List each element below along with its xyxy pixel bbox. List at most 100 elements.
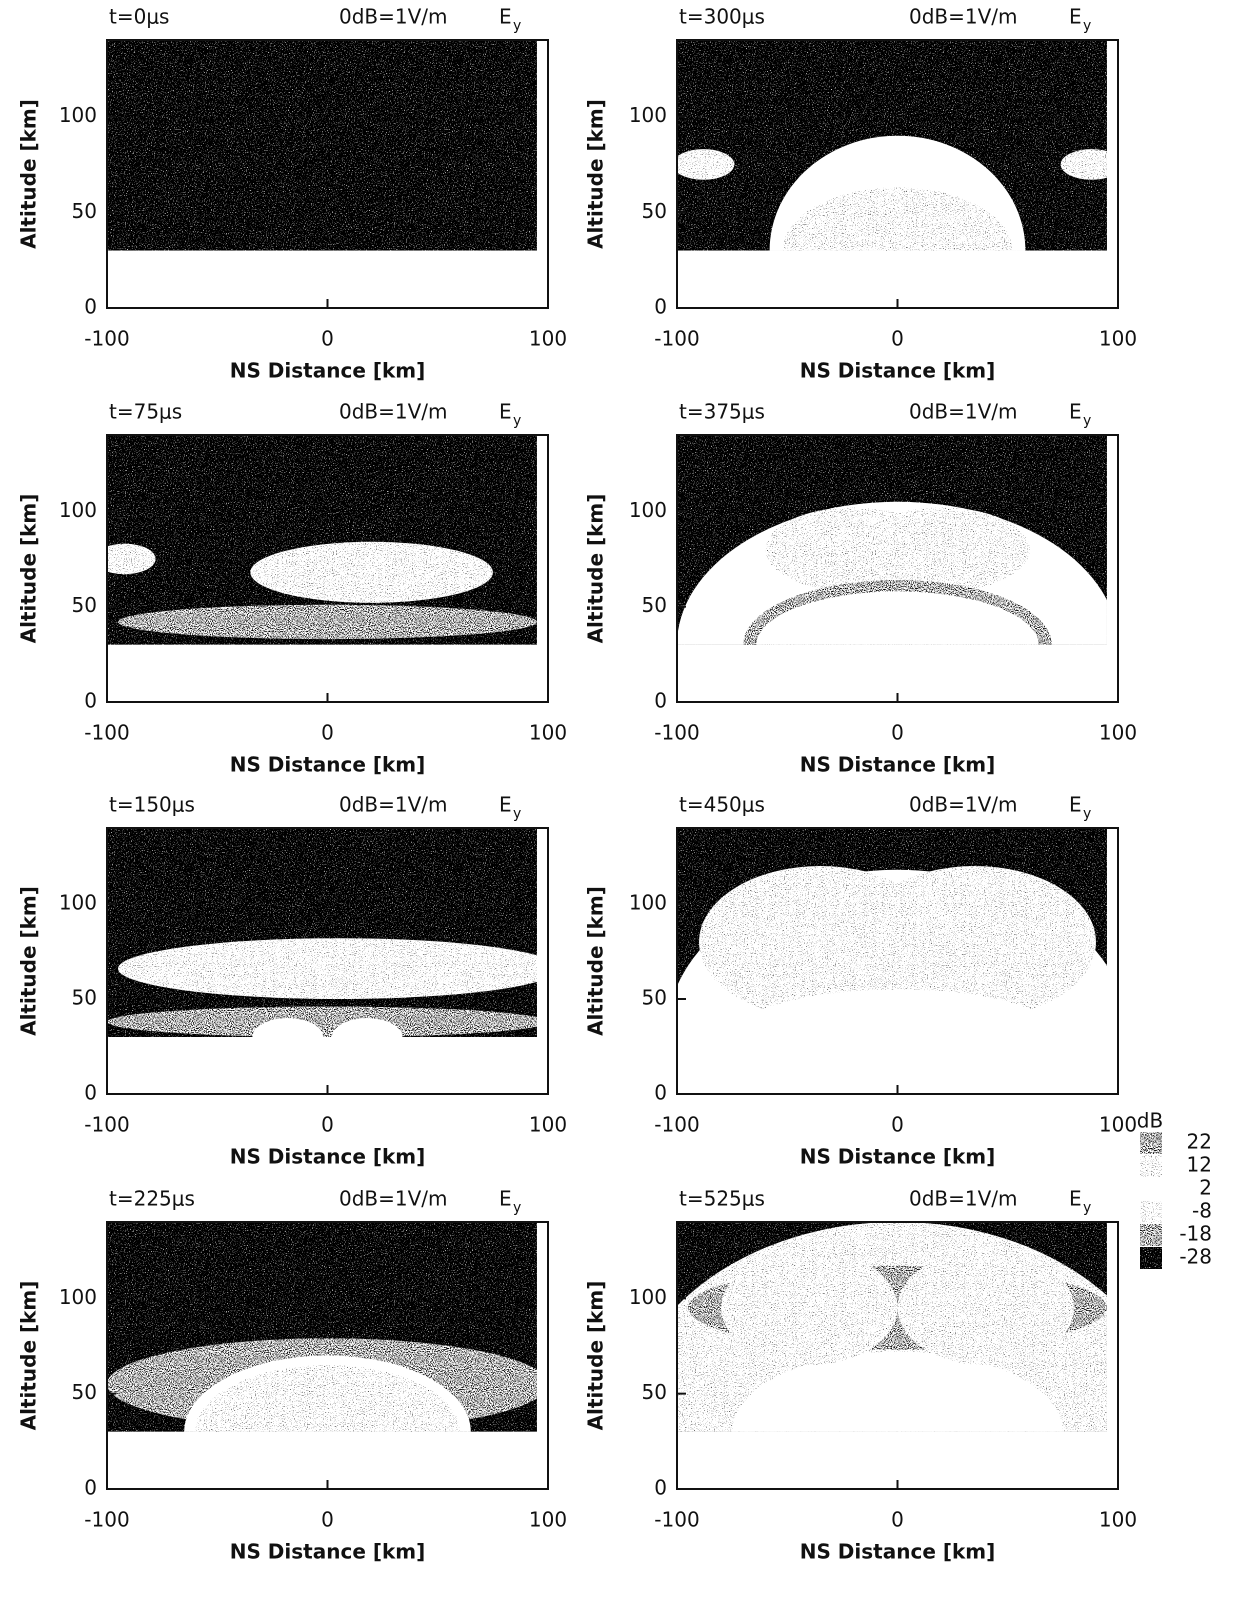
field-name: E [499,793,512,817]
x-axis-label: NS Distance [km] [230,359,426,383]
y-tick-label: 50 [642,199,667,223]
y-tick-label: 0 [84,689,97,713]
y-tick-label: 100 [59,1285,97,1309]
colorbar-swatch [1140,1224,1162,1246]
y-tick-label: 0 [654,1081,667,1105]
x-axis-label: NS Distance [km] [800,359,996,383]
y-tick-label: 100 [629,891,667,915]
colorbar-swatch [1140,1247,1162,1269]
y-tick-label: 50 [72,199,97,223]
y-tick-label: 100 [59,498,97,522]
x-tick-label: 0 [891,1113,904,1137]
x-tick-label: 0 [321,721,334,745]
field-subscript: y [513,1200,521,1216]
colorbar-tick-label: 2 [1199,1176,1212,1200]
panel-title: t=75μs [109,400,182,424]
x-tick-label: -100 [84,721,129,745]
field-feature [783,187,1012,313]
panel-title: t=375μs [679,400,765,424]
field [107,40,537,251]
panel-title: t=150μs [109,793,195,817]
y-tick-label: 0 [654,689,667,713]
x-tick-label: 0 [321,1508,334,1532]
colorbar-tick-label: -8 [1192,1199,1212,1223]
colorbar-tick-label: -28 [1179,1245,1212,1269]
field-feature [1061,149,1123,180]
figure: -100 0 100 0 50 100 NS Distance [km] Altitude [… [0,0,1255,1600]
field [94,435,537,645]
x-tick-label: 100 [529,721,567,745]
x-tick-label: -100 [84,1113,129,1137]
panel-annotation: 0dB=1V/m [909,5,1018,29]
field-feature [94,544,156,575]
y-tick-label: 100 [629,498,667,522]
panel-annotation: 0dB=1V/m [339,400,448,424]
field-subscript: y [1083,18,1091,34]
x-tick-label: -100 [84,327,129,351]
field-subscript: y [1083,413,1091,429]
colorbar-label: dB [1137,1109,1163,1133]
colorbar-tick-label: 12 [1187,1153,1212,1177]
y-tick-label: 0 [654,1476,667,1500]
x-tick-label: -100 [654,721,699,745]
panel-title: t=450μs [679,793,765,817]
colorbar-tick-label: -18 [1179,1222,1212,1246]
x-tick-label: 100 [1099,1113,1137,1137]
field-name: E [499,5,512,29]
field-feature [853,507,1029,591]
y-axis-label: Altitude [km] [584,494,608,644]
field-feature [673,149,735,180]
x-tick-label: -100 [654,1113,699,1137]
field-subscript: y [513,413,521,429]
field-region [107,40,537,251]
colorbar-tick-label: 22 [1187,1130,1212,1154]
x-axis-label: NS Distance [km] [230,1540,426,1564]
y-tick-label: 100 [59,891,97,915]
field-feature [732,990,1063,1085]
x-tick-label: 0 [321,327,334,351]
field [673,40,1123,365]
x-tick-label: -100 [654,327,699,351]
x-tick-label: 0 [891,721,904,745]
field-name: E [1069,5,1082,29]
panel-title: t=225μs [109,1187,195,1211]
field-feature [118,938,559,999]
field-feature [118,605,537,639]
field-subscript: y [1083,806,1091,822]
field-name: E [1069,400,1082,424]
field-feature [250,542,493,603]
panel-annotation: 0dB=1V/m [339,1187,448,1211]
y-axis-label: Altitude [km] [17,886,41,1036]
colorbar-swatch [1140,1132,1162,1154]
y-tick-label: 100 [59,103,97,127]
x-tick-label: 0 [891,1508,904,1532]
x-tick-label: -100 [84,1508,129,1532]
y-axis-label: Altitude [km] [17,494,41,644]
x-tick-label: 0 [321,1113,334,1137]
field [107,1222,548,1508]
y-tick-label: 0 [84,1081,97,1105]
field-subscript: y [1083,1200,1091,1216]
panel-annotation: 0dB=1V/m [909,400,1018,424]
y-tick-label: 50 [642,1380,667,1404]
field-feature [332,1018,403,1056]
x-tick-label: -100 [654,1508,699,1532]
field [107,828,559,1056]
field-name: E [499,1187,512,1211]
y-axis-label: Altitude [km] [584,99,608,249]
y-axis-label: Altitude [km] [17,99,41,249]
y-tick-label: 50 [72,1380,97,1404]
x-axis-label: NS Distance [km] [230,753,426,777]
panel-title: t=0μs [109,5,169,29]
x-tick-label: 0 [891,327,904,351]
y-tick-label: 50 [642,986,667,1010]
field-subscript: y [513,806,521,822]
x-tick-label: 100 [529,327,567,351]
colorbar-swatch [1140,1201,1162,1223]
